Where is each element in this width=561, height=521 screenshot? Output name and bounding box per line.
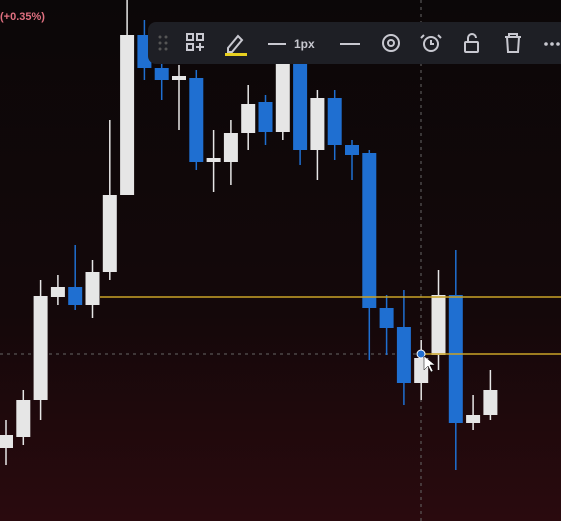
candle-body [258,102,273,132]
lock-button[interactable] [464,33,479,53]
candle-body [275,60,290,132]
candle-body [293,60,308,150]
candle-body [223,133,238,162]
cursor [416,349,436,373]
candle-body [241,104,256,133]
candle-body [172,76,186,80]
candle-body [483,390,498,415]
candle-body [154,68,169,80]
candle-body [68,287,83,305]
candle-body [362,153,377,308]
candle-body [16,400,31,437]
change-label: (+0.35%) [0,11,45,23]
settings-button[interactable] [382,34,400,52]
candle-body [310,98,325,150]
candle-body [379,308,394,328]
more-button[interactable] [544,42,560,46]
candle-body [120,35,135,195]
candle-body [396,327,411,383]
candle-body [448,295,463,423]
candle-body [345,145,359,155]
candle-body [50,287,65,297]
candle-body [327,98,342,145]
candle-body [206,158,221,162]
candle-body [0,435,13,448]
line-width-button[interactable]: 1px [268,37,315,51]
candle-body [466,415,481,423]
candle-body [137,35,152,68]
candle-body [85,272,100,305]
candle-body [189,78,204,162]
candle-body [33,296,48,400]
candle-body [102,195,117,272]
alert-button[interactable] [420,34,442,52]
delete-button[interactable] [505,33,521,53]
toolbar: 1px [148,22,561,64]
candle-body [431,295,446,355]
line-width-label: 1px [294,37,315,51]
drag-handle[interactable] [158,35,168,51]
candles [0,0,561,470]
templates-button[interactable] [186,33,204,51]
color-button[interactable] [225,34,247,56]
